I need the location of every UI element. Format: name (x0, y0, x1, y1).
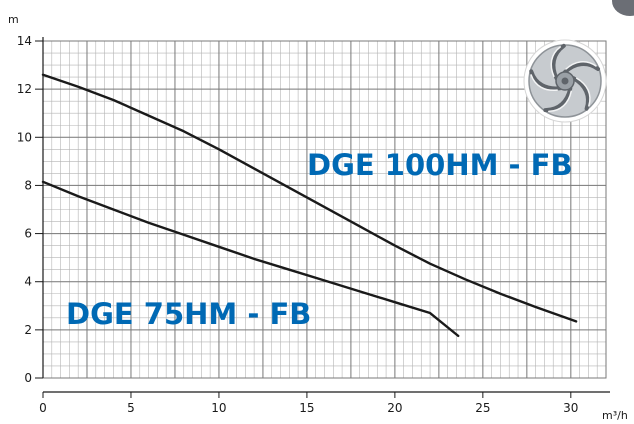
grid-major (42, 40, 607, 379)
x-tick-label: 30 (563, 401, 578, 415)
series-line-1 (41, 180, 460, 338)
y-tick-label: 10 (17, 130, 32, 144)
y-tick-label: 4 (24, 275, 32, 289)
corner-badge (612, 0, 634, 16)
x-tick-label: 0 (39, 401, 47, 415)
x-tick-label: 5 (127, 401, 135, 415)
y-tick-label: 12 (17, 82, 32, 96)
tick-labels: 0 2 4 6 8 10 12 14 0 5 10 15 20 25 30 (17, 34, 579, 415)
series-label-dge-100hm: DGE 100HM - FB (307, 148, 573, 182)
x-unit-label: m³/h (602, 409, 628, 422)
x-tick-label: 25 (475, 401, 490, 415)
impeller-icon (523, 39, 607, 123)
y-tick-label: 6 (24, 227, 32, 241)
y-tick-label: 8 (24, 178, 32, 192)
curves (41, 73, 578, 338)
y-tick-label: 2 (24, 323, 32, 337)
x-tick-label: 15 (299, 401, 314, 415)
y-tick-label: 0 (24, 371, 32, 385)
series-line-0 (41, 73, 578, 323)
x-tick-label: 10 (211, 401, 226, 415)
x-tick-label: 20 (387, 401, 402, 415)
y-tick-label: 14 (17, 34, 32, 48)
y-unit-label: m (8, 13, 19, 26)
axes (35, 37, 610, 398)
series-label-dge-75hm: DGE 75HM - FB (66, 297, 311, 331)
